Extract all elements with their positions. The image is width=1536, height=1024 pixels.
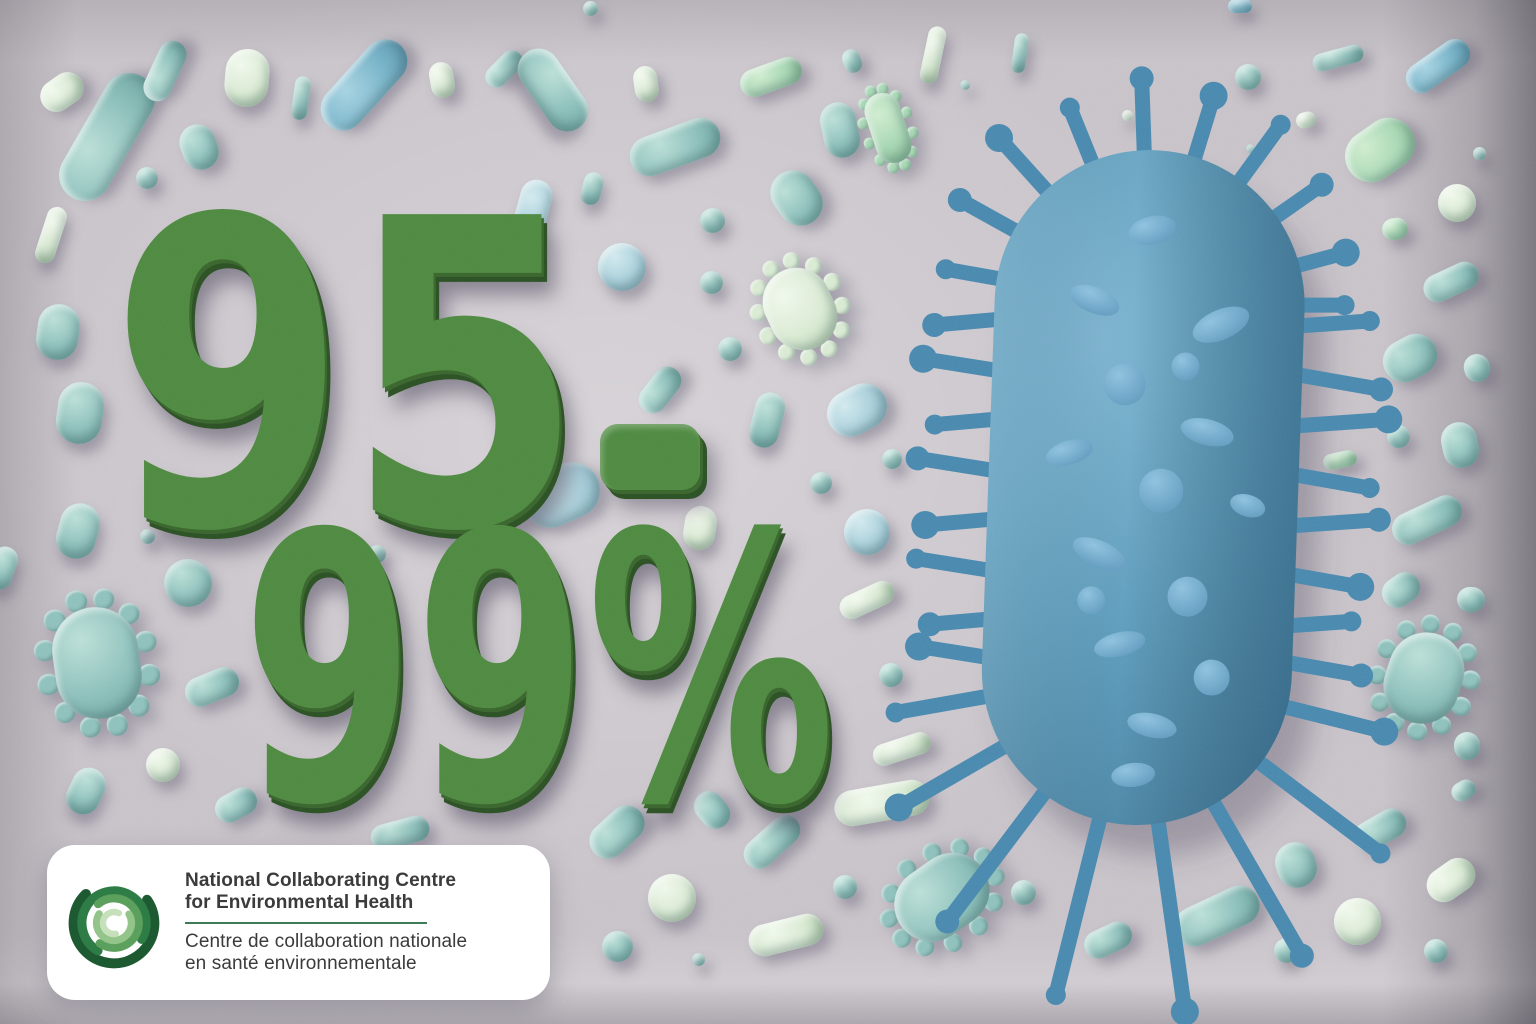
ncceh-logo-card: National Collaborating Centre for Enviro… <box>47 845 550 1000</box>
bacterium-rod <box>0 542 22 594</box>
bacterium-coccus <box>598 243 646 291</box>
bacterium-rod <box>736 52 806 102</box>
bacterium-coccus <box>1457 586 1485 612</box>
bacterium-rod <box>760 161 832 235</box>
bacterium-rod <box>1228 0 1252 13</box>
org-name-english: National Collaborating Centre for Enviro… <box>185 870 532 915</box>
bacterium-coccus <box>691 952 705 966</box>
bacterium-rod <box>839 46 865 76</box>
bacterium-rod <box>1447 775 1479 805</box>
bacterium-rod <box>51 498 105 564</box>
bacterium-coccus <box>718 337 742 361</box>
bacterium-rod <box>290 75 312 121</box>
bacterium-rod <box>1437 418 1483 472</box>
bacterium-coccus <box>699 270 723 294</box>
bacterium-rod <box>52 379 108 447</box>
bacterium-rod <box>180 662 244 712</box>
bacterium-coccus <box>601 930 633 962</box>
bacterium-rod <box>631 64 661 104</box>
bacterium-coccus <box>1472 146 1486 160</box>
bacterium-rod <box>745 910 827 960</box>
bacterium-rod <box>311 30 417 140</box>
bacterium-rod <box>1419 851 1483 909</box>
bacterium-rod <box>32 204 70 266</box>
bacterium-rod <box>745 389 789 451</box>
org-name-block: National Collaborating Centre for Enviro… <box>185 870 532 976</box>
logo-divider <box>185 921 427 924</box>
bacterium-rod <box>222 47 272 109</box>
org-fr-line1: Centre de collaboration nationale <box>185 930 468 952</box>
org-en-line1: National Collaborating Centre <box>185 869 457 891</box>
headline-99-percent: 99% <box>242 457 836 887</box>
bacterium-coccus <box>582 0 598 16</box>
bacterium-coccus <box>1454 732 1480 760</box>
bacterium-rod <box>33 301 83 363</box>
bacterium-coccus <box>699 207 725 233</box>
bacterium-rod <box>427 60 457 100</box>
org-fr-line2: en santé environnementale <box>185 952 417 974</box>
bacterium-coccus <box>1438 184 1476 222</box>
ncceh-swirl-logo-icon <box>68 877 160 968</box>
org-en-line2: for Environmental Health <box>185 892 414 914</box>
bacterium-coccus <box>1424 939 1448 963</box>
bacterium-coccus <box>146 748 180 782</box>
bacterium-rod <box>632 360 688 420</box>
bacterium-rod <box>138 36 192 106</box>
org-name-french: Centre de collaboration nationale en san… <box>185 931 532 976</box>
bacterium-spiky <box>732 237 869 382</box>
bacterium-rod <box>33 65 91 119</box>
bacterium-rod <box>60 762 112 820</box>
large-bacterium-illustration <box>884 66 1403 1024</box>
bacterium-rod <box>509 40 597 140</box>
bacterium-rod <box>623 112 727 182</box>
bacterium-coccus <box>1460 351 1494 385</box>
